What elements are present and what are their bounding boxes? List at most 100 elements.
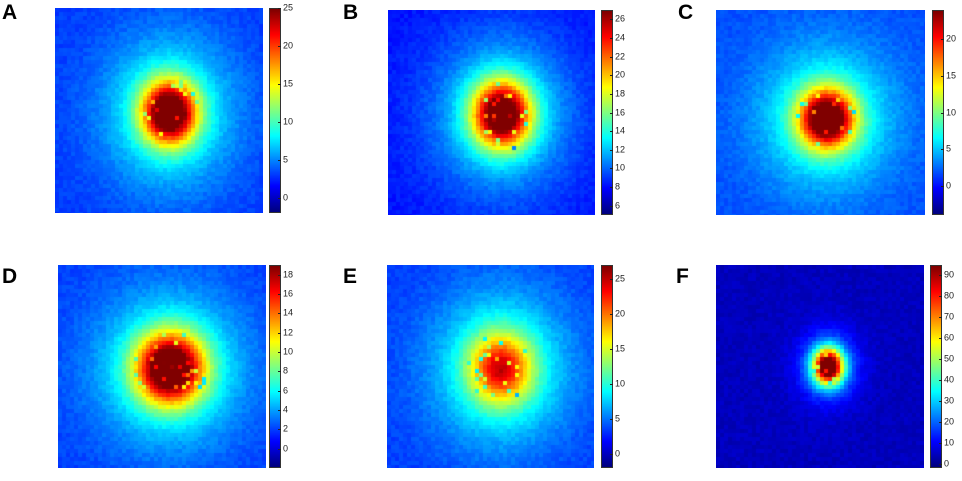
heatmap-d bbox=[58, 265, 266, 468]
colorbar-tick-mark bbox=[939, 338, 942, 340]
colorbar-tick-mark bbox=[610, 419, 613, 420]
colorbar-tick-label: 14 bbox=[615, 125, 626, 136]
colorbar-f bbox=[930, 265, 942, 468]
colorbar-tick-mark bbox=[610, 149, 613, 151]
colorbar-tick-label: 16 bbox=[615, 107, 626, 117]
colorbar-tick-label: 12 bbox=[283, 327, 294, 338]
colorbar-tick-label: 26 bbox=[615, 13, 626, 24]
colorbar-tick-label: 8 bbox=[615, 181, 621, 192]
colorbar-tick-mark bbox=[941, 75, 944, 77]
colorbar-tick-mark bbox=[278, 83, 281, 85]
colorbar-tick-mark bbox=[278, 294, 281, 295]
colorbar-tick-mark bbox=[610, 187, 613, 189]
colorbar-tick-label: 5 bbox=[615, 413, 621, 424]
colorbar-tick-mark bbox=[610, 349, 613, 350]
colorbar-tick-label: 20 bbox=[615, 308, 626, 319]
colorbar-tick-mark bbox=[941, 149, 944, 151]
colorbar-tick-mark bbox=[610, 37, 613, 39]
colorbar-tick-label: 10 bbox=[946, 107, 957, 117]
colorbar-tick-label: 5 bbox=[946, 143, 952, 154]
colorbar-tick-mark bbox=[278, 371, 281, 373]
colorbar-tick-mark bbox=[278, 8, 281, 9]
colorbar-tick-mark bbox=[610, 93, 613, 95]
colorbar-tick-label: 12 bbox=[615, 144, 626, 155]
colorbar-tick-label: 14 bbox=[283, 307, 294, 318]
colorbar-tick-label: 6 bbox=[615, 200, 621, 211]
colorbar-tick-label: 15 bbox=[946, 70, 957, 81]
colorbar-tick-mark bbox=[939, 442, 942, 444]
colorbar-tick-label: 18 bbox=[615, 88, 626, 99]
colorbar-tick-mark bbox=[610, 205, 613, 207]
panel-label-f: F bbox=[676, 265, 689, 288]
colorbar-tick-mark bbox=[278, 159, 281, 161]
colorbar-tick-label: 30 bbox=[944, 395, 955, 406]
colorbar-tick-label: 10 bbox=[283, 346, 294, 357]
colorbar-tick-label: 90 bbox=[944, 269, 955, 280]
colorbar-tick-label: 10 bbox=[283, 116, 294, 127]
colorbar-tick-label: 10 bbox=[615, 162, 626, 173]
heatmap-a bbox=[55, 8, 263, 213]
colorbar-tick-mark bbox=[278, 410, 281, 411]
colorbar-tick-label: 22 bbox=[615, 51, 626, 62]
heatmap-e bbox=[387, 265, 594, 468]
colorbar-tick-label: 20 bbox=[283, 40, 294, 51]
heatmap-c bbox=[716, 10, 925, 215]
colorbar-tick-mark bbox=[278, 448, 281, 450]
colorbar-tick-mark bbox=[278, 274, 281, 276]
colorbar-tick-label: 80 bbox=[944, 290, 955, 301]
colorbar-tick-mark bbox=[939, 421, 942, 423]
colorbar-a bbox=[269, 8, 281, 213]
colorbar-tick-label: 0 bbox=[283, 443, 289, 454]
colorbar-tick-label: 4 bbox=[283, 404, 289, 415]
colorbar-tick-label: 0 bbox=[944, 458, 950, 469]
colorbar-tick-mark bbox=[278, 313, 281, 315]
colorbar-e bbox=[601, 265, 613, 468]
panel-label-b: B bbox=[343, 1, 359, 24]
colorbar-tick-label: 25 bbox=[283, 2, 294, 13]
colorbar-tick-mark bbox=[610, 56, 613, 58]
colorbar-tick-mark bbox=[610, 112, 613, 114]
colorbar-tick-label: 0 bbox=[283, 192, 289, 203]
colorbar-tick-mark bbox=[941, 112, 944, 114]
colorbar-tick-mark bbox=[941, 39, 944, 41]
colorbar-tick-mark bbox=[278, 429, 281, 431]
colorbar-tick-mark bbox=[610, 168, 613, 170]
colorbar-tick-label: 15 bbox=[283, 78, 294, 89]
colorbar-tick-mark bbox=[278, 45, 281, 47]
colorbar-tick-label: 6 bbox=[283, 385, 289, 396]
colorbar-tick-label: 18 bbox=[283, 269, 294, 280]
colorbar-tick-mark bbox=[278, 390, 281, 392]
colorbar-tick-mark bbox=[278, 121, 281, 123]
colorbar-tick-mark bbox=[939, 380, 942, 382]
colorbar-tick-label: 10 bbox=[615, 378, 626, 389]
colorbar-tick-label: 10 bbox=[944, 437, 955, 448]
colorbar-tick-mark bbox=[941, 185, 944, 187]
colorbar-tick-mark bbox=[610, 75, 613, 77]
colorbar-tick-mark bbox=[939, 275, 942, 277]
colorbar-tick-mark bbox=[278, 352, 281, 353]
colorbar-tick-mark bbox=[939, 401, 942, 403]
colorbar-tick-mark bbox=[278, 197, 281, 199]
heatmap-b bbox=[388, 10, 595, 215]
colorbar-tick-label: 8 bbox=[283, 365, 289, 376]
colorbar-tick-mark bbox=[610, 454, 613, 455]
colorbar-tick-mark bbox=[278, 332, 281, 334]
colorbar-tick-label: 25 bbox=[615, 273, 626, 284]
panel-label-c: C bbox=[678, 1, 694, 24]
colorbar-tick-mark bbox=[939, 359, 942, 361]
colorbar-tick-label: 20 bbox=[946, 33, 957, 44]
colorbar-tick-label: 15 bbox=[615, 343, 626, 354]
heatmap-f bbox=[716, 265, 924, 468]
colorbar-tick-label: 16 bbox=[283, 288, 294, 299]
colorbar-tick-label: 60 bbox=[944, 332, 955, 343]
colorbar-tick-label: 5 bbox=[283, 154, 289, 165]
colorbar-d bbox=[269, 265, 281, 468]
colorbar-tick-label: 24 bbox=[615, 32, 626, 43]
colorbar-tick-mark bbox=[610, 279, 613, 280]
colorbar-tick-mark bbox=[610, 384, 613, 385]
colorbar-tick-label: 0 bbox=[946, 180, 952, 191]
colorbar-tick-label: 40 bbox=[944, 374, 955, 385]
colorbar-tick-label: 20 bbox=[944, 416, 955, 427]
colorbar-tick-label: 2 bbox=[283, 423, 289, 434]
colorbar-tick-mark bbox=[610, 314, 613, 315]
